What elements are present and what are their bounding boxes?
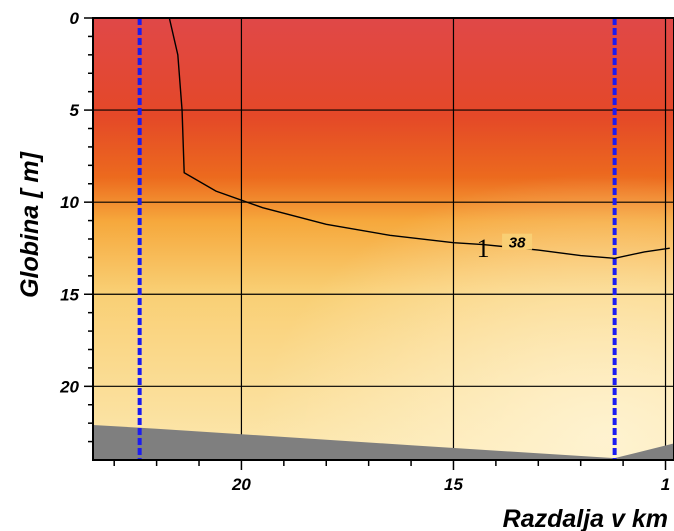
- marker-label: 1: [477, 234, 490, 263]
- y-tick-label: 10: [60, 193, 79, 212]
- y-axis-title: Globina [ m]: [16, 150, 44, 298]
- contour-label: 38: [509, 235, 526, 252]
- contour-label-background: [502, 233, 533, 250]
- y-tick-label: 5: [70, 101, 80, 120]
- x-tick-label: 1: [661, 475, 670, 494]
- x-axis: 20 15 1: [113, 460, 670, 494]
- contour-line-38: [168, 18, 670, 260]
- x-tick-label: 15: [444, 475, 463, 494]
- y-tick-label: 0: [70, 9, 80, 28]
- x-tick-label: 20: [231, 475, 251, 494]
- x-axis-title: Razdalja v km: [503, 505, 668, 531]
- station-lines: [137, 18, 617, 460]
- y-tick-label: 15: [60, 285, 79, 304]
- y-axis: 0 5 10 15 20: [59, 9, 93, 443]
- seabed-area: [93, 425, 674, 460]
- y-tick-label: 20: [59, 377, 79, 396]
- grid-lines: [93, 18, 674, 460]
